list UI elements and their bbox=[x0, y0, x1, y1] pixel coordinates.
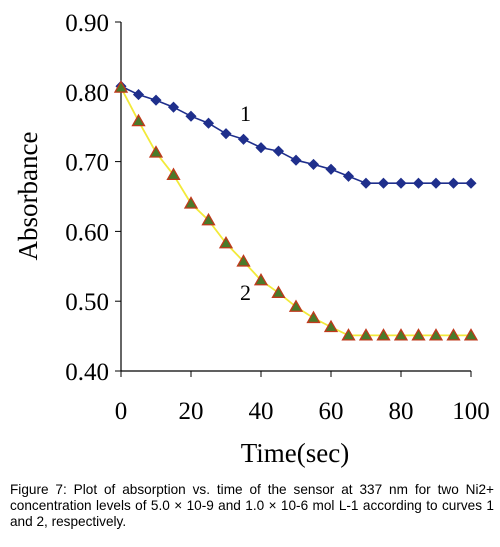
series-2-point bbox=[288, 299, 304, 312]
plot-layer: 0.90 0.80 0.70 0.60 0.50 0.400 20 40 60 80 100 1 2 bbox=[65, 10, 490, 425]
series-2-point bbox=[131, 113, 146, 127]
series-1-point bbox=[150, 94, 162, 106]
series-2-point bbox=[358, 328, 374, 341]
series-2-point bbox=[306, 310, 321, 324]
series-1-point bbox=[167, 101, 180, 113]
series-1-point bbox=[237, 133, 250, 145]
curve-label: 2 bbox=[240, 280, 251, 305]
series-2-point bbox=[323, 319, 339, 333]
series-1-point bbox=[360, 177, 372, 189]
series-2-point bbox=[236, 254, 251, 267]
series-2-point bbox=[166, 167, 181, 181]
series-1-point bbox=[395, 177, 407, 189]
series-1-point bbox=[447, 177, 460, 189]
series-2-point bbox=[446, 328, 461, 341]
series-2-point bbox=[341, 328, 356, 341]
series-2-point bbox=[113, 80, 129, 93]
series-1-point bbox=[342, 170, 355, 182]
series-2-point bbox=[183, 196, 199, 209]
chart-area: 0.90 0.80 0.70 0.60 0.50 0.40 0 20 40 60 80 100 1 2 A… bbox=[13, 10, 490, 468]
series-2-point bbox=[148, 145, 164, 158]
series-1-point bbox=[430, 177, 442, 189]
series-2-point bbox=[411, 328, 426, 341]
x-tick-label: 60 bbox=[319, 398, 344, 425]
series-2-point bbox=[463, 328, 479, 341]
series-1-point bbox=[255, 142, 267, 154]
figure-caption: Figure 7: Plot of absorption vs. time of… bbox=[10, 482, 494, 529]
series-1-point bbox=[272, 145, 285, 157]
series-2-point bbox=[376, 328, 391, 341]
series-2-point bbox=[428, 328, 444, 341]
series-1-point bbox=[307, 158, 320, 170]
series-1-point bbox=[465, 177, 477, 189]
series-1-point bbox=[290, 154, 302, 166]
series-1-point bbox=[185, 110, 197, 122]
series-2-point bbox=[253, 272, 269, 286]
x-tick-label: 80 bbox=[389, 398, 414, 425]
series-1-point bbox=[377, 177, 390, 189]
y-tick-label: 0.40 bbox=[65, 359, 109, 386]
y-axis-title: Absorbance bbox=[13, 132, 43, 261]
x-tick-label: 0 bbox=[115, 398, 128, 425]
y-tick-label: 0.60 bbox=[65, 219, 109, 246]
y-tick-label: 0.70 bbox=[65, 150, 109, 177]
y-tick-label: 0.90 bbox=[65, 10, 109, 37]
series-2-point bbox=[393, 328, 409, 341]
series-1-point bbox=[412, 177, 425, 189]
series-1-point bbox=[132, 89, 145, 101]
series-1-point bbox=[325, 163, 337, 175]
series-2-point bbox=[218, 235, 234, 249]
series-2-point bbox=[201, 212, 216, 226]
y-tick-label: 0.80 bbox=[65, 80, 109, 107]
absorbance-time-chart: 0.90 0.80 0.70 0.60 0.50 0.400 20 40 60 80 100 1 2 A… bbox=[13, 10, 490, 468]
x-tick-label: 40 bbox=[249, 398, 274, 425]
y-tick-label: 0.50 bbox=[65, 289, 109, 316]
series-2-line bbox=[120, 87, 471, 337]
series-1-point bbox=[220, 128, 232, 140]
series-2-point bbox=[271, 285, 286, 298]
x-axis-title: Time(sec) bbox=[241, 438, 350, 468]
curve-label: 1 bbox=[240, 101, 251, 126]
x-tick-label: 20 bbox=[179, 398, 204, 425]
x-tick-label: 100 bbox=[452, 398, 490, 425]
series-1-point bbox=[202, 117, 215, 129]
